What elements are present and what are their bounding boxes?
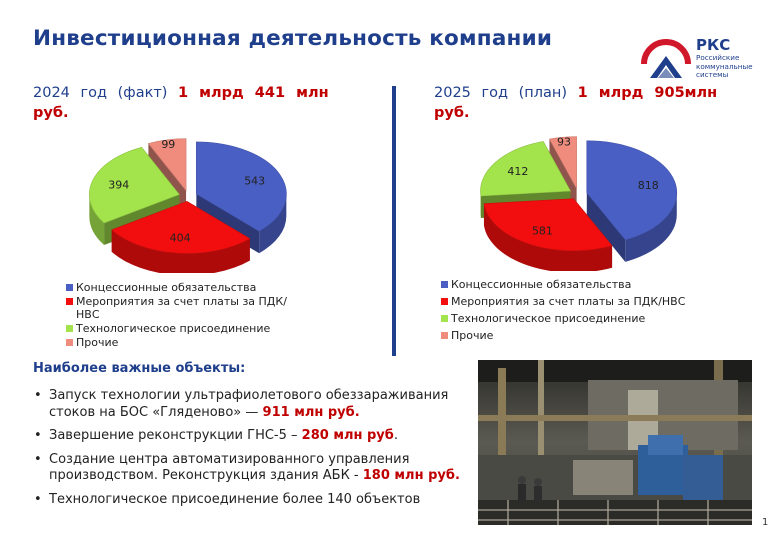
legend-label: Концессионные обязательства — [76, 281, 257, 294]
pie-slice-wall — [483, 203, 613, 271]
page-title: Инвестиционная деятельность компании — [33, 26, 553, 51]
legend-swatch — [66, 325, 73, 332]
object-amount: 911 млн руб. — [262, 404, 360, 420]
pie-data-label: 93 — [557, 136, 571, 148]
pie-slice-top — [548, 136, 577, 189]
object-tail: . — [393, 428, 398, 443]
pie-slice-side — [586, 192, 677, 262]
pie-slice-wall — [625, 192, 677, 262]
pie-slice-top — [196, 141, 287, 232]
legend-swatch — [441, 332, 448, 339]
heading-2024-amount: 1 млрд 441 млн руб. — [33, 85, 329, 121]
legend-swatch — [441, 298, 448, 305]
pie-chart-2024: 543 404 394 99 — [89, 138, 287, 273]
heading-2024-label: 2024 год (факт) — [33, 85, 168, 101]
legend-2025: Концессионные обязательства Мероприятия … — [441, 278, 701, 346]
pie-data-label: 99 — [161, 138, 175, 151]
object-text: Запуск технологии ультрафиолетового обез… — [49, 388, 449, 420]
pie-slice-wall — [259, 193, 287, 254]
legend-swatch — [441, 315, 448, 322]
list-item: Завершение реконструкции ГНС-5 – 280 млн… — [33, 428, 465, 445]
pie-slice-wall — [111, 229, 250, 273]
list-item: Создание центра автоматизированного упра… — [33, 452, 465, 485]
object-amount: 280 млн руб — [301, 428, 394, 443]
legend-item: Технологическое присоединение — [441, 312, 701, 325]
legend-label: Концессионные обязательства — [451, 278, 632, 291]
pie-data-label: 404 — [170, 232, 191, 245]
legend-swatch — [66, 339, 73, 346]
pie-chart-2025: 818 581 412 93 — [480, 136, 678, 271]
heading-2024: 2024 год (факт) 1 млрд 441 млн руб. — [33, 83, 353, 123]
object-text: Технологическое присоединение более 140 … — [49, 491, 421, 507]
page-number: 1 — [762, 517, 769, 528]
key-objects-list: Запуск технологии ультрафиолетового обез… — [33, 388, 465, 515]
heading-2025-amount: 1 млрд 905млн руб. — [434, 85, 718, 121]
heading-2025-label: 2025 год (план) — [434, 85, 568, 101]
legend-2024: Концессионные обязательства Мероприятия … — [66, 281, 306, 350]
object-text: Создание центра автоматизированного упра… — [49, 451, 410, 484]
list-item: Запуск технологии ультрафиолетового обез… — [33, 388, 465, 421]
object-text: Завершение реконструкции ГНС-5 – — [49, 428, 302, 443]
list-item: Технологическое присоединение более 140 … — [33, 492, 465, 509]
logo-sub-line: коммунальные — [696, 61, 753, 71]
heading-2025: 2025 год (план) 1 млрд 905млн руб. — [434, 83, 754, 123]
legend-item: Концессионные обязательства — [66, 281, 306, 294]
company-logo: РКС Российские коммунальные системы — [640, 34, 760, 84]
legend-item: Прочие — [441, 329, 701, 342]
key-objects-title: Наиболее важные объекты: — [33, 361, 246, 376]
object-amount: 180 млн руб. — [362, 468, 460, 483]
pie-data-label: 543 — [244, 174, 265, 187]
logo-sub-line: системы — [696, 70, 729, 79]
pie-data-label: 412 — [507, 165, 528, 178]
logo-sub-line: Российские — [696, 53, 740, 62]
legend-item: Прочие — [66, 336, 306, 349]
legend-item: Технологическое присоединение — [66, 322, 306, 335]
pie-data-label: 581 — [532, 224, 553, 237]
legend-item: Мероприятия за счет платы за ПДК/НВС — [441, 295, 701, 308]
column-divider — [392, 86, 396, 356]
legend-label: Прочие — [76, 336, 119, 349]
pie-data-label: 394 — [108, 178, 129, 191]
legend-label: Мероприятия за счет платы за ПДК/НВС — [451, 295, 686, 308]
pie-slice-wall — [89, 194, 105, 246]
legend-item: Мероприятия за счет платы за ПДК/НВС — [66, 295, 306, 321]
pie-slice-top — [89, 146, 180, 224]
legend-item: Концессионные обязательства — [441, 278, 701, 291]
legend-swatch — [66, 298, 73, 305]
pie-data-label: 818 — [638, 179, 659, 192]
legend-label: Технологическое присоединение — [451, 312, 646, 325]
legend-label: Мероприятия за счет платы за ПДК/НВС — [76, 295, 287, 321]
rks-logo-icon — [641, 39, 691, 78]
facility-photo — [478, 360, 752, 525]
pie-slice-top — [111, 201, 251, 254]
pie-slice-edge — [586, 192, 626, 262]
pump-station-image — [478, 360, 752, 525]
logo-name: РКС — [696, 36, 731, 54]
pie-slice-top — [147, 138, 187, 192]
legend-label: Технологическое присоединение — [76, 322, 271, 335]
legend-swatch — [441, 281, 448, 288]
legend-swatch — [66, 284, 73, 291]
logo-subtitle: Российские коммунальные системы — [696, 53, 753, 80]
pie-slice-top — [483, 198, 613, 251]
pie-slice-top — [586, 140, 678, 241]
legend-label: Прочие — [451, 329, 494, 342]
pie-slice-top — [480, 141, 571, 197]
